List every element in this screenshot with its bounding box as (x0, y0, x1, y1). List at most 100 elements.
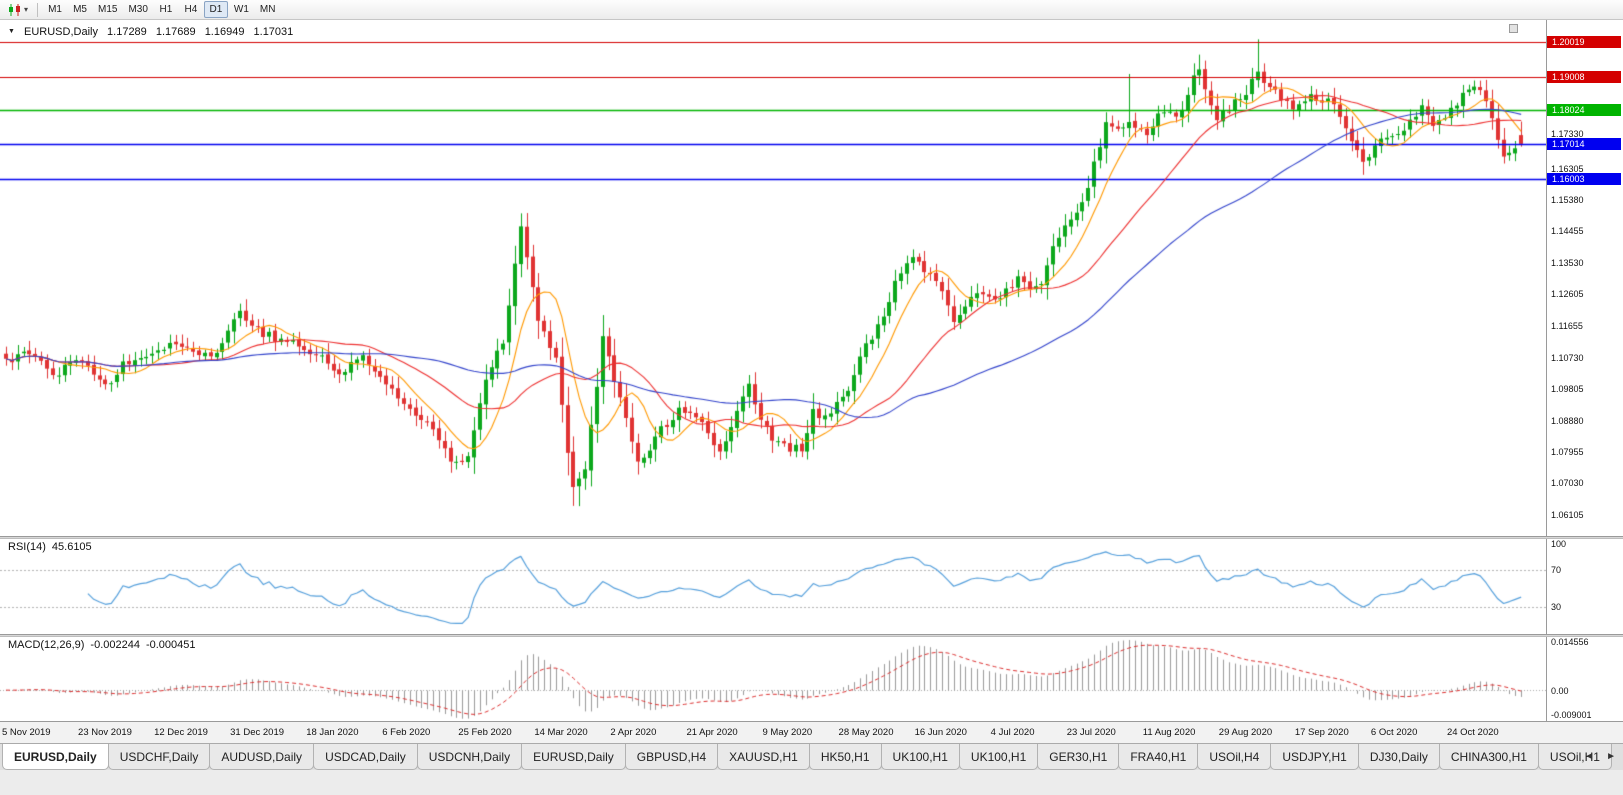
date-axis-label: 31 Dec 2019 (230, 727, 285, 738)
hline-price-tag[interactable]: 1.19008 (1547, 70, 1621, 83)
price-scale-tick: 1.06105 (1551, 509, 1584, 520)
price-scale-tick: 1.13530 (1551, 257, 1584, 268)
chart-tab-usoil-h4[interactable]: USOil,H4 (1197, 744, 1272, 770)
macd-scale-label: 0.014556 (1551, 637, 1589, 647)
rsi-scale-label: 100 (1551, 539, 1567, 549)
rsi-value: 45.6105 (51, 541, 92, 553)
date-axis-label: 12 Dec 2019 (154, 727, 208, 738)
date-axis: 5 Nov 2019 23 Nov 2019 12 Dec 2019 31 Dec 2… (0, 721, 1623, 743)
macd-scale-label: 0.00 (1551, 685, 1569, 696)
chart-tab-eurusd-daily[interactable]: EURUSD,Daily (521, 744, 626, 770)
candlestick-chart-icon (9, 3, 20, 16)
chart-tab-gbpusd-h4[interactable]: GBPUSD,H4 (624, 744, 719, 770)
price-scale-tick: 1.16305 (1551, 163, 1584, 174)
date-axis-label: 28 May 2020 (838, 727, 894, 738)
price-scale-tick: 1.12605 (1551, 289, 1584, 300)
hline-price-tag[interactable]: 1.18024 (1547, 104, 1621, 117)
chart-tab-fra40-h1[interactable]: FRA40,H1 (1118, 744, 1199, 770)
timeframe-button-m5[interactable]: M5 (73, 4, 87, 15)
date-axis-label: 6 Feb 2020 (382, 727, 431, 738)
chart-title: ▼ EURUSD,Daily 1.17289 1.17689 1.16949 1… (8, 26, 299, 38)
chart-tab-china300-h1[interactable]: CHINA300,H1 (1438, 744, 1539, 770)
price-chart-canvas[interactable] (0, 20, 1546, 721)
price-scale-tick: 1.07030 (1551, 478, 1584, 489)
date-axis-label: 16 Jun 2020 (914, 727, 967, 738)
panel-splitter[interactable] (0, 536, 1623, 539)
ohlc-open: 1.17289 (107, 26, 147, 38)
rsi-indicator-label: RSI(14) 45.6105 (8, 541, 98, 553)
date-axis-label: 23 Nov 2019 (78, 727, 132, 738)
ohlc-close: 1.17031 (253, 26, 294, 38)
chart-tab-usdcad-daily[interactable]: USDCAD,Daily (313, 744, 418, 770)
toolbar-separator (37, 2, 39, 17)
price-scale-tick: 1.10730 (1551, 352, 1584, 363)
price-scale-tick: 1.15380 (1551, 194, 1584, 205)
timeframe-button-m1[interactable]: M1 (48, 4, 62, 15)
date-axis-label: 25 Feb 2020 (458, 727, 512, 738)
date-axis-label: 18 Jan 2020 (306, 727, 359, 738)
chart-tab-usdcnh-daily[interactable]: USDCNH,Daily (416, 744, 523, 770)
rsi-name: RSI(14) (8, 541, 46, 553)
price-scale-tick: 1.08880 (1551, 415, 1584, 426)
chart-tab-bar: EURUSD,Daily USDCHF,Daily AUDUSD,Daily USDC… (0, 743, 1623, 770)
rsi-scale-label: 70 (1551, 565, 1562, 575)
price-scale-tick: 1.17330 (1551, 128, 1584, 139)
chevron-down-icon: ▾ (24, 5, 29, 14)
date-axis-label: 4 Jul 2020 (990, 727, 1035, 738)
timeframe-button-m30[interactable]: M30 (128, 4, 148, 15)
date-axis-label: 29 Aug 2020 (1218, 727, 1273, 738)
chart-tab-eurusd-daily[interactable]: EURUSD,Daily (2, 744, 109, 770)
chart-tab-hk50-h1[interactable]: HK50,H1 (808, 744, 882, 770)
hline-price-tag[interactable]: 1.16003 (1547, 172, 1621, 185)
date-axis-label: 24 Oct 2020 (1446, 727, 1499, 738)
date-axis-label: 6 Oct 2020 (1370, 727, 1418, 738)
price-scale-border (1546, 20, 1547, 721)
timeframe-button-w1[interactable]: W1 (233, 4, 249, 15)
date-axis-label: 11 Aug 2020 (1142, 727, 1196, 738)
tab-scroll-left-button[interactable]: ◄ (1584, 751, 1595, 762)
macd-indicator-label: MACD(12,26,9) -0.002244 -0.000451 (8, 639, 202, 651)
date-axis-label: 9 May 2020 (762, 727, 813, 738)
chart-symbol-period: EURUSD,Daily (24, 26, 98, 38)
chart-type-button[interactable]: ▾ (4, 3, 32, 17)
macd-scale-label: -0.009001 (1551, 710, 1592, 720)
timeframe-button-h1[interactable]: H1 (159, 4, 173, 15)
date-axis-label: 14 Mar 2020 (534, 727, 588, 738)
price-scale-tick: 1.11655 (1551, 321, 1583, 332)
tab-scroll-arrows: ◄ ► (1581, 743, 1619, 770)
ohlc-high: 1.17689 (155, 26, 196, 38)
price-scale-tick: 1.09805 (1551, 384, 1584, 395)
chart-tab-usdjpy-h1[interactable]: USDJPY,H1 (1270, 744, 1359, 770)
date-axis-label: 2 Apr 2020 (610, 727, 657, 738)
chart-tab-ger30-h1[interactable]: GER30,H1 (1037, 744, 1120, 770)
chart-tab-uk100-h1[interactable]: UK100,H1 (880, 744, 960, 770)
price-scale-tick: 1.14455 (1551, 226, 1584, 237)
chart-scroll-box[interactable] (1509, 24, 1518, 33)
chart-tab-usoil-h1[interactable]: USOil,H1 (1537, 744, 1612, 770)
hline-price-tag[interactable]: 1.17014 (1547, 138, 1621, 151)
chart-tab-xauusd-h1[interactable]: XAUUSD,H1 (717, 744, 810, 770)
chart-tab-audusd-daily[interactable]: AUDUSD,Daily (209, 744, 315, 770)
date-axis-label: 21 Apr 2020 (686, 727, 738, 738)
panel-splitter[interactable] (0, 634, 1623, 637)
timeframe-button-h4[interactable]: H4 (184, 4, 198, 15)
timeframe-group: M1 M5 M15 M30 H1 H4 D1 W1 MN (43, 1, 281, 18)
ohlc-low: 1.16949 (204, 26, 245, 38)
timeframe-button-m15[interactable]: M15 (98, 4, 118, 15)
chart-tab-dj30-daily[interactable]: DJ30,Daily (1357, 744, 1440, 770)
date-axis-label: 23 Jul 2020 (1066, 727, 1116, 738)
date-axis-label: 5 Nov 2019 (2, 727, 51, 738)
hline-price-tag[interactable]: 1.20019 (1547, 36, 1621, 49)
macd-name: MACD(12,26,9) (8, 639, 85, 651)
chart-tab-usdchf-daily[interactable]: USDCHF,Daily (107, 744, 211, 770)
chart-tab-uk100-h1[interactable]: UK100,H1 (958, 744, 1039, 770)
macd-main-value: -0.002244 (90, 639, 140, 651)
toolbar: ▾ M1 M5 M15 M30 H1 H4 D1 W1 MN (0, 0, 1623, 20)
tab-scroll-right-button[interactable]: ► (1606, 751, 1616, 762)
price-scale-tick: 1.07955 (1551, 446, 1584, 457)
date-axis-label: 17 Sep 2020 (1294, 727, 1349, 738)
timeframe-button-mn[interactable]: MN (259, 4, 276, 15)
timeframe-button-d1[interactable]: D1 (203, 1, 228, 18)
macd-signal-value: -0.000451 (145, 639, 196, 651)
